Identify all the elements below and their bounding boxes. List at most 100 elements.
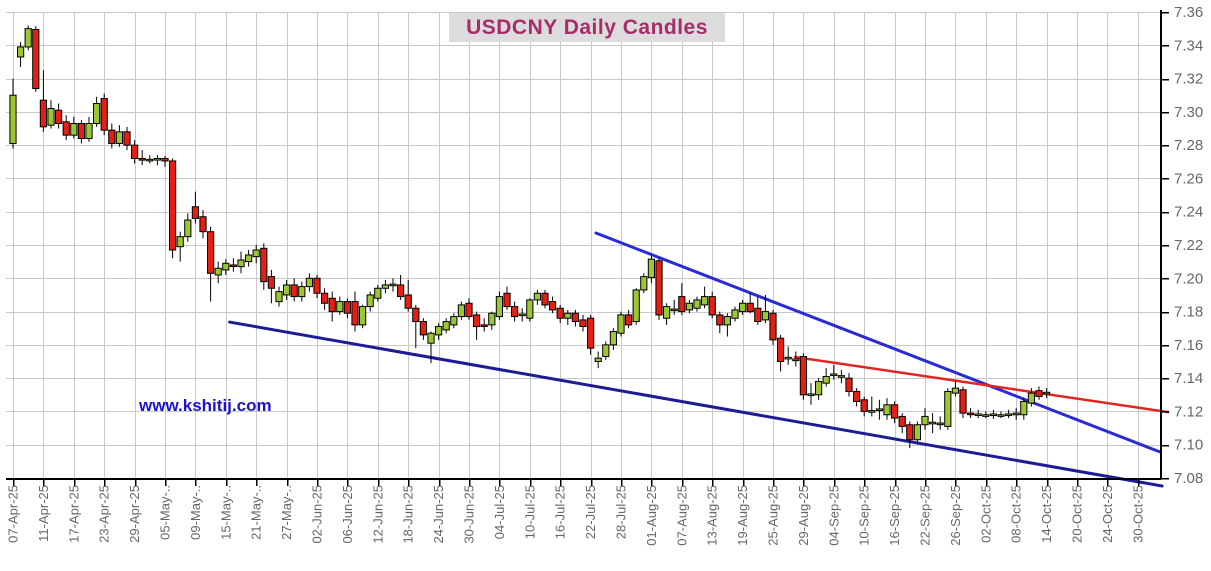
- y-axis-label: 7.22: [1174, 237, 1203, 254]
- x-axis-label: 28-Jul-25: [614, 485, 629, 539]
- candle-body: [465, 302, 473, 318]
- x-axis-label: 13-Aug-25: [705, 485, 720, 546]
- x-axis-label: 30-Oct-25: [1130, 485, 1145, 543]
- candle-body: [564, 312, 572, 319]
- candle-body: [100, 98, 108, 131]
- candle-body: [222, 262, 230, 271]
- candle-body: [929, 421, 937, 425]
- x-axis-labels: 07-Apr-25 11-Apr-25 17-Apr-25 23-Apr-25 29-A…: [6, 485, 1146, 546]
- candle-body: [55, 109, 63, 125]
- x-axis-label: 22-Jul-25: [583, 485, 598, 539]
- candle-body: [792, 358, 800, 362]
- candle-body: [1035, 390, 1043, 397]
- candle-body: [967, 412, 975, 416]
- candle-body: [283, 284, 291, 296]
- x-axis-label: 25-Aug-25: [766, 485, 781, 546]
- candle-body: [412, 307, 420, 323]
- y-axis-label: 7.08: [1174, 470, 1203, 487]
- candle-body: [17, 46, 25, 58]
- x-axis-label: 09-May-..: [188, 485, 203, 540]
- candle-body: [799, 356, 807, 396]
- watermark: www.kshitij.com: [139, 396, 272, 415]
- candle-body: [883, 404, 891, 416]
- candle-body: [997, 414, 1005, 417]
- x-axis-label: 29-Aug-25: [796, 485, 811, 546]
- candle-body: [336, 301, 344, 313]
- candle-body: [617, 314, 625, 334]
- candle-body: [845, 377, 853, 392]
- candle-body: [503, 292, 511, 308]
- candle-body: [404, 294, 412, 309]
- candle-body: [260, 247, 268, 283]
- candle-body: [245, 254, 253, 263]
- candle-body: [647, 258, 655, 278]
- axis-ticks: [12, 11, 1169, 486]
- candle-body: [708, 296, 716, 316]
- y-axis-label: 7.16: [1174, 337, 1203, 354]
- candle-body: [343, 301, 351, 314]
- candle-body: [1020, 400, 1028, 416]
- candle-body: [419, 321, 427, 336]
- candle-body: [541, 292, 549, 306]
- candle-body: [746, 302, 754, 313]
- candle-body: [739, 302, 747, 313]
- candle-body: [77, 123, 86, 139]
- y-axis-label: 7.28: [1174, 137, 1203, 154]
- candle-body: [252, 249, 260, 258]
- y-axis-label: 7.36: [1174, 4, 1203, 21]
- candle-body: [290, 284, 298, 298]
- x-axis-label: 20-Oct-25: [1070, 485, 1085, 543]
- candle-body: [1043, 391, 1051, 395]
- candle-body: [488, 312, 496, 326]
- candle-body: [663, 306, 671, 319]
- candle-body: [32, 28, 40, 90]
- candle-body: [70, 123, 78, 136]
- candle-body: [450, 316, 458, 326]
- candle-body: [587, 317, 595, 349]
- x-axis-label: 01-Aug-25: [644, 485, 659, 546]
- x-axis-label: 16-Jul-25: [553, 485, 568, 539]
- x-axis-label: 21-May-..: [249, 485, 264, 540]
- candle-body: [609, 331, 617, 346]
- x-axis-label: 04-Sep-25: [826, 485, 841, 546]
- candle-body: [39, 99, 47, 128]
- candle-body: [549, 301, 557, 311]
- x-axis-label: 05-May-..: [158, 485, 173, 540]
- x-axis-label: 26-Sep-25: [948, 485, 963, 546]
- candle-body: [602, 344, 610, 358]
- candle-body: [640, 276, 648, 291]
- candle-body: [397, 284, 405, 298]
- candle-body: [495, 296, 503, 318]
- candle-body: [123, 131, 131, 146]
- trendlines: [228, 231, 1170, 488]
- candle-body: [275, 291, 283, 303]
- chart-title: USDCNY Daily Candles: [449, 13, 725, 42]
- y-axis-label: 7.24: [1174, 204, 1203, 221]
- minor-resistance-line: [793, 355, 1170, 414]
- candle-body: [769, 312, 777, 341]
- candle-body: [146, 158, 154, 162]
- x-axis-label: 30-Jun-25: [462, 485, 477, 544]
- candle-body: [632, 289, 640, 323]
- candle-body: [815, 380, 823, 396]
- candle-body: [153, 157, 162, 161]
- x-axis-label: 29-Apr-25: [127, 485, 142, 543]
- candle-body: [199, 216, 207, 233]
- x-axis-label: 07-Aug-25: [674, 485, 689, 546]
- candle-body: [93, 103, 101, 125]
- x-axis-label: 02-Jun-25: [310, 485, 325, 544]
- candle-body: [807, 393, 815, 397]
- candle-body: [328, 297, 336, 313]
- candle-body: [784, 356, 792, 360]
- candle-body: [374, 287, 382, 299]
- candle-body: [837, 375, 845, 378]
- x-axis-label: 24-Jun-25: [431, 485, 446, 544]
- candle-body: [518, 313, 526, 317]
- candle-body: [898, 415, 906, 427]
- y-axis-label: 7.34: [1174, 37, 1203, 54]
- candle-body: [556, 307, 564, 319]
- candle-body: [936, 422, 944, 426]
- axes: [6, 10, 1162, 480]
- candle-body: [207, 231, 215, 274]
